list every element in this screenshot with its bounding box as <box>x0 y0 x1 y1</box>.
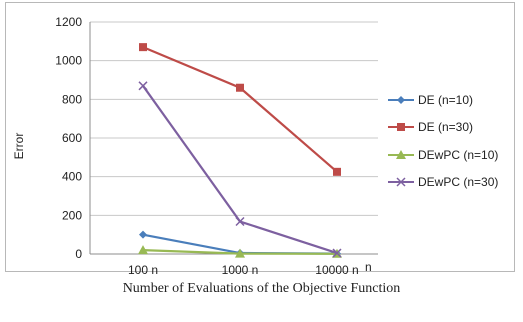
data-point <box>138 81 148 91</box>
x-tick-label: 10000 n <box>315 263 358 277</box>
y-tick-label: 400 <box>62 170 82 184</box>
y-tick-label: 600 <box>62 131 82 145</box>
legend-marker <box>396 177 406 187</box>
legend-label: DE (n=30) <box>418 120 473 134</box>
legend-label: DEwPC (n=10) <box>418 148 498 162</box>
series-layer <box>138 43 342 258</box>
legend-marker <box>396 150 406 159</box>
series-2 <box>139 43 341 176</box>
legend-label: DEwPC (n=30) <box>418 175 498 189</box>
legend: DE (n=10) DE (n=30) DEwPC (n=10) DEwPC (n=3… <box>388 93 498 189</box>
data-point <box>235 248 245 258</box>
line-chart: 0 200 400 600 800 1000 1200 100 n 1000 n 10000 n n… <box>12 15 498 277</box>
series-line <box>142 46 338 173</box>
legend-marker <box>397 96 405 104</box>
x-tick-label: 100 n <box>128 263 158 277</box>
y-tick-label: 200 <box>62 208 82 222</box>
y-tick-label: 1200 <box>55 15 82 29</box>
legend-marker <box>397 123 405 131</box>
data-point <box>235 216 245 227</box>
legend-entry: DEwPC (n=30) <box>388 175 498 189</box>
chart-caption: Number of Evaluations of the Objective F… <box>122 281 401 296</box>
series-line <box>142 85 338 255</box>
data-point <box>333 167 341 176</box>
y-tick-label: 800 <box>62 92 82 106</box>
legend-label: DE (n=10) <box>418 93 473 107</box>
series-3 <box>138 245 342 258</box>
legend-entry: DE (n=10) <box>388 93 473 107</box>
legend-entry: DEwPC (n=10) <box>388 148 498 162</box>
data-point <box>332 248 342 258</box>
y-tick-label: 1000 <box>55 54 82 68</box>
legend-entry: DE (n=30) <box>388 120 473 134</box>
x-axis-suffix: n <box>365 260 372 274</box>
x-tick-label: 1000 n <box>222 263 259 277</box>
gridlines <box>90 21 378 255</box>
y-tick-label: 0 <box>75 247 82 261</box>
data-point <box>138 245 148 255</box>
series-4 <box>138 81 342 258</box>
axes: 0 200 400 600 800 1000 1200 100 n 1000 n 10000 n n <box>55 15 378 277</box>
y-axis-label: Error <box>12 133 26 160</box>
data-point <box>139 230 147 239</box>
data-point <box>139 43 147 52</box>
data-point <box>236 83 244 92</box>
